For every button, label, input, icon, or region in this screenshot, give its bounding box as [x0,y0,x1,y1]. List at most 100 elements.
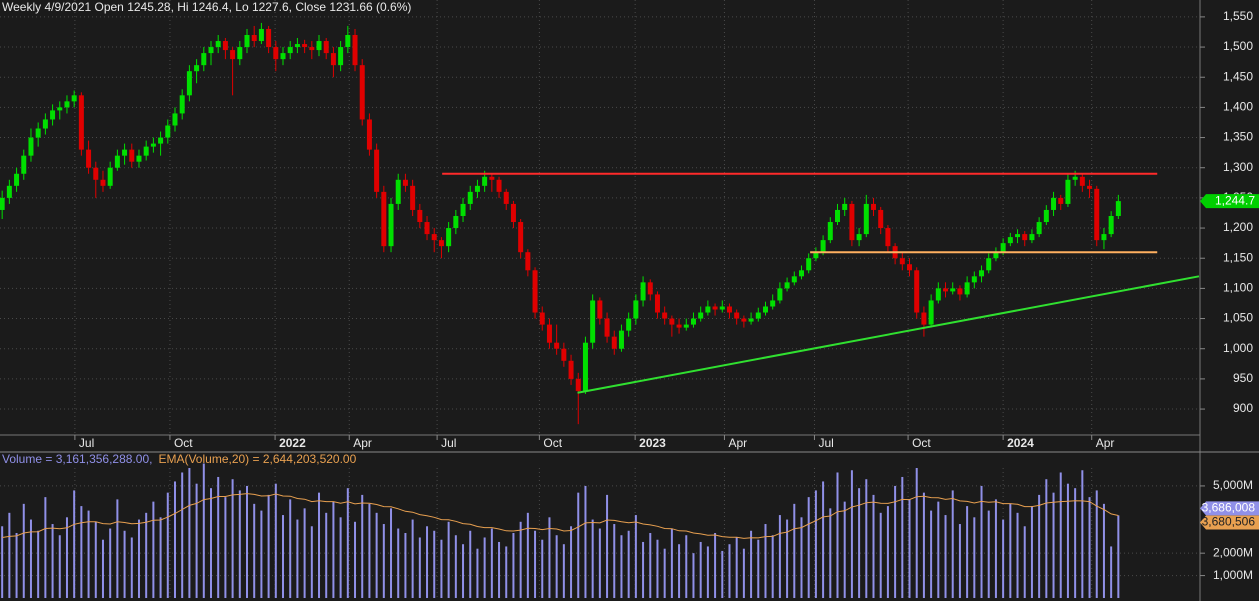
x-tick-label: Apr [728,436,747,450]
volume-bar [656,539,659,598]
candle-body [690,318,696,325]
candle-body [1051,197,1057,210]
candle-body [762,306,768,313]
candle-body [1036,222,1042,235]
candle-body [705,306,711,313]
candle-body [122,149,128,156]
candle-body [532,270,538,313]
volume-bar [231,479,234,598]
series-label: Volume = 3,161,356,288.00, [2,452,152,466]
volume-bar [411,519,414,598]
volume-bar [901,476,904,598]
volume-bar [555,535,558,598]
volume-bar [332,501,335,598]
value-tag-label: 1,244.7 [1215,193,1255,207]
candle-body [575,378,581,391]
volume-bar [1102,503,1105,598]
candle-body [489,176,495,180]
volume-bar [238,490,241,598]
candle-body [302,44,308,48]
volume-bar [8,512,11,598]
volume-bar [714,533,717,598]
candle-body [86,149,92,168]
candle-body [1065,179,1071,204]
volume-bar [159,517,162,598]
candle-body [57,107,63,111]
x-tick-label: Jul [818,436,833,450]
volume-bar [570,526,573,598]
candle-body [359,65,365,120]
volume-bar [519,521,522,598]
candle-body [230,50,236,60]
volume-bar [440,539,443,598]
volume-bar [944,515,947,598]
candle-body [338,47,344,66]
volume-bar [634,515,637,598]
volume-bar [130,537,133,598]
candle-body [604,318,610,337]
candle-body [374,149,380,192]
candle-body [568,360,574,379]
volume-bar [627,530,630,598]
volume-bar [598,528,601,598]
volume-bar [858,488,861,598]
volume-bar [526,512,529,598]
volume-bar [735,537,738,598]
candle-body [330,53,336,66]
volume-bar [1074,488,1077,598]
volume-bar [29,519,32,598]
x-tick-label: Apr [353,436,372,450]
candle-body [388,203,394,247]
candle-body [143,146,149,156]
candle-body [1058,197,1064,204]
candle-body [698,312,704,319]
volume-bar [15,533,18,598]
candle-body [669,318,675,325]
candle-body [755,312,761,319]
candle-body [14,173,20,186]
y-tick-label: 1,500 [1223,39,1253,53]
candle-body [1043,209,1049,223]
candle-body [258,28,264,42]
candle-body [64,101,70,108]
candle-body [1079,176,1085,186]
volume-bar [757,539,760,598]
volume-bar [58,535,61,598]
candle-body [129,149,135,162]
candle-body [741,318,747,322]
x-tick-label: Jul [79,436,94,450]
candle-body [417,209,423,223]
candle-body [194,65,200,72]
candle-body [582,342,588,391]
volume-bar [750,530,753,598]
volume-bar [721,550,724,598]
candle-body [993,252,999,259]
volume-bar [562,544,565,598]
candle-body [222,41,228,51]
candle-body [280,53,286,60]
candle-body [402,179,408,186]
x-tick-label: 2023 [639,436,666,450]
volume-bar [793,503,796,598]
volume-bar [1030,506,1033,598]
candle-body [611,336,617,349]
y-tick-label: 1,450 [1223,69,1253,83]
volume-bar [742,548,745,598]
candle-body [878,209,884,229]
candle-body [460,203,466,216]
volume-bar [930,510,933,598]
candle-body [950,288,956,292]
volume-bar [101,539,104,598]
y-tick-label: 1,000 [1223,341,1253,355]
volume-bar [289,499,292,598]
volume-bar [836,472,839,598]
candle-body [165,125,171,138]
candle-body [597,300,603,319]
volume-bar [577,492,580,598]
volume-bar [296,519,299,598]
candle-body [50,110,56,120]
x-tick-label: Oct [912,436,931,450]
candle-body [316,41,322,51]
volume-bar [145,512,148,598]
